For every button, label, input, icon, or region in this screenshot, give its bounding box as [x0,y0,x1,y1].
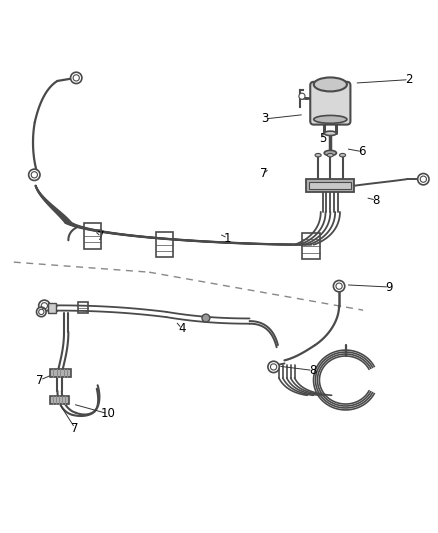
Circle shape [36,307,46,317]
Text: 7: 7 [97,230,105,243]
Text: 10: 10 [100,407,115,420]
FancyBboxPatch shape [310,82,350,125]
Bar [309,182,351,189]
Text: 4: 4 [178,322,186,335]
Ellipse shape [314,116,347,123]
Bar [48,303,56,313]
Text: 5: 5 [319,132,327,145]
Text: 7: 7 [71,422,79,434]
Text: 6: 6 [358,145,366,158]
Text: 3: 3 [261,112,268,125]
Text: 7: 7 [260,167,267,181]
Text: 9: 9 [385,280,393,294]
Circle shape [268,361,279,373]
Bar [301,233,320,259]
Ellipse shape [327,154,333,157]
Text: 7: 7 [36,374,44,386]
Text: 8: 8 [372,193,380,207]
Bar [156,232,173,257]
Text: 1: 1 [224,232,231,245]
Bar [84,223,101,249]
Circle shape [39,300,50,311]
Ellipse shape [324,150,336,156]
Bar [50,396,69,404]
Circle shape [299,93,305,99]
Ellipse shape [314,77,347,92]
Circle shape [202,314,210,322]
Bar [306,179,354,192]
Text: 2: 2 [405,73,413,86]
Text: 8: 8 [309,364,317,377]
Ellipse shape [324,131,336,135]
Bar [49,369,71,376]
Circle shape [333,280,345,292]
Ellipse shape [339,154,346,157]
Bar [78,302,88,313]
Circle shape [28,169,40,181]
Circle shape [71,72,82,84]
Ellipse shape [315,154,321,157]
Circle shape [418,174,429,185]
